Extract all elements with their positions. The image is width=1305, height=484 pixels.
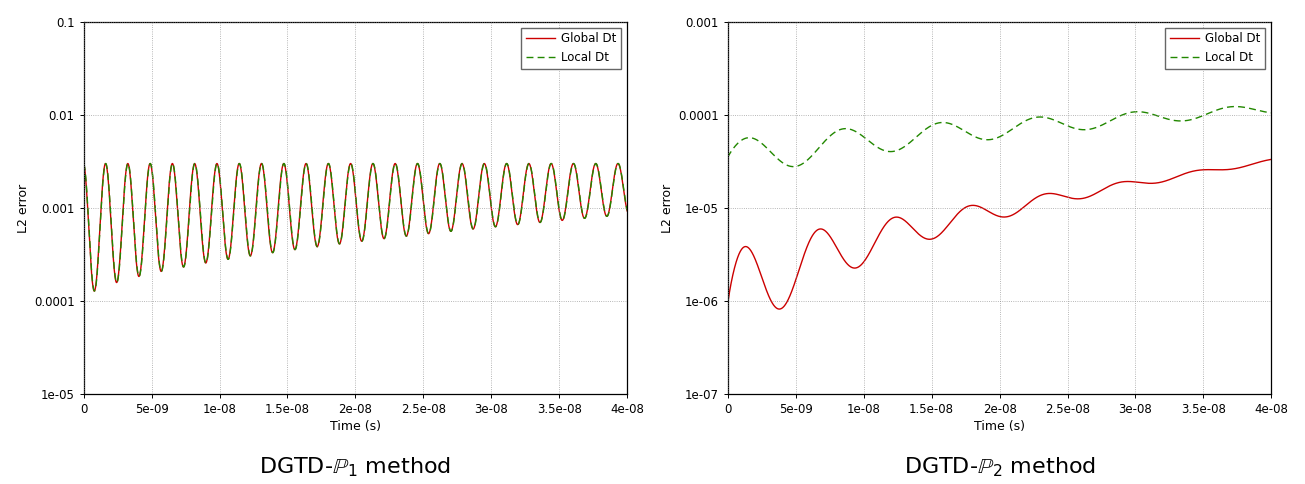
Y-axis label: L2 error: L2 error xyxy=(17,183,30,232)
Global Dt xyxy=(620,208,636,214)
Global Dt xyxy=(1065,196,1081,201)
Global Dt xyxy=(1041,191,1057,197)
Local Dt xyxy=(1065,125,1081,131)
Local Dt xyxy=(720,154,736,160)
Local Dt xyxy=(748,136,763,142)
Global Dt xyxy=(1152,180,1168,185)
Local Dt xyxy=(103,216,119,222)
Line: Local Dt: Local Dt xyxy=(728,106,1271,166)
Global Dt xyxy=(508,217,523,223)
Global Dt xyxy=(273,178,288,184)
Global Dt xyxy=(720,313,736,318)
Local Dt xyxy=(398,232,414,238)
Local Dt xyxy=(508,217,523,223)
Local Dt xyxy=(620,208,636,213)
X-axis label: Time (s): Time (s) xyxy=(330,421,381,434)
Global Dt xyxy=(479,167,495,173)
Text: DGTD-$\mathbb{P}_1$ method: DGTD-$\mathbb{P}_1$ method xyxy=(260,455,452,479)
Y-axis label: L2 error: L2 error xyxy=(660,183,673,232)
Global Dt xyxy=(748,256,763,262)
Local Dt xyxy=(786,164,801,169)
Line: Global Dt: Global Dt xyxy=(728,159,1271,316)
Line: Global Dt: Global Dt xyxy=(84,164,628,291)
Local Dt xyxy=(273,179,288,185)
Global Dt xyxy=(86,288,102,294)
Global Dt xyxy=(1124,179,1139,184)
Global Dt xyxy=(103,219,119,225)
Global Dt xyxy=(1263,156,1279,162)
Global Dt xyxy=(398,232,414,238)
Global Dt xyxy=(916,235,932,241)
Local Dt xyxy=(76,161,91,166)
Local Dt xyxy=(1152,114,1168,120)
Local Dt xyxy=(1228,104,1244,109)
Local Dt xyxy=(1263,110,1279,116)
X-axis label: Time (s): Time (s) xyxy=(974,421,1026,434)
Line: Local Dt: Local Dt xyxy=(84,164,628,291)
Text: DGTD-$\mathbb{P}_2$ method: DGTD-$\mathbb{P}_2$ method xyxy=(903,455,1096,479)
Global Dt xyxy=(76,161,91,167)
Local Dt xyxy=(1041,116,1057,121)
Global Dt xyxy=(565,161,581,166)
Local Dt xyxy=(422,230,437,236)
Local Dt xyxy=(254,161,270,166)
Legend: Global Dt, Local Dt: Global Dt, Local Dt xyxy=(521,28,621,69)
Local Dt xyxy=(1124,109,1139,115)
Legend: Global Dt, Local Dt: Global Dt, Local Dt xyxy=(1165,28,1266,69)
Global Dt xyxy=(422,230,437,236)
Local Dt xyxy=(479,167,495,173)
Local Dt xyxy=(86,288,102,294)
Local Dt xyxy=(917,127,933,133)
